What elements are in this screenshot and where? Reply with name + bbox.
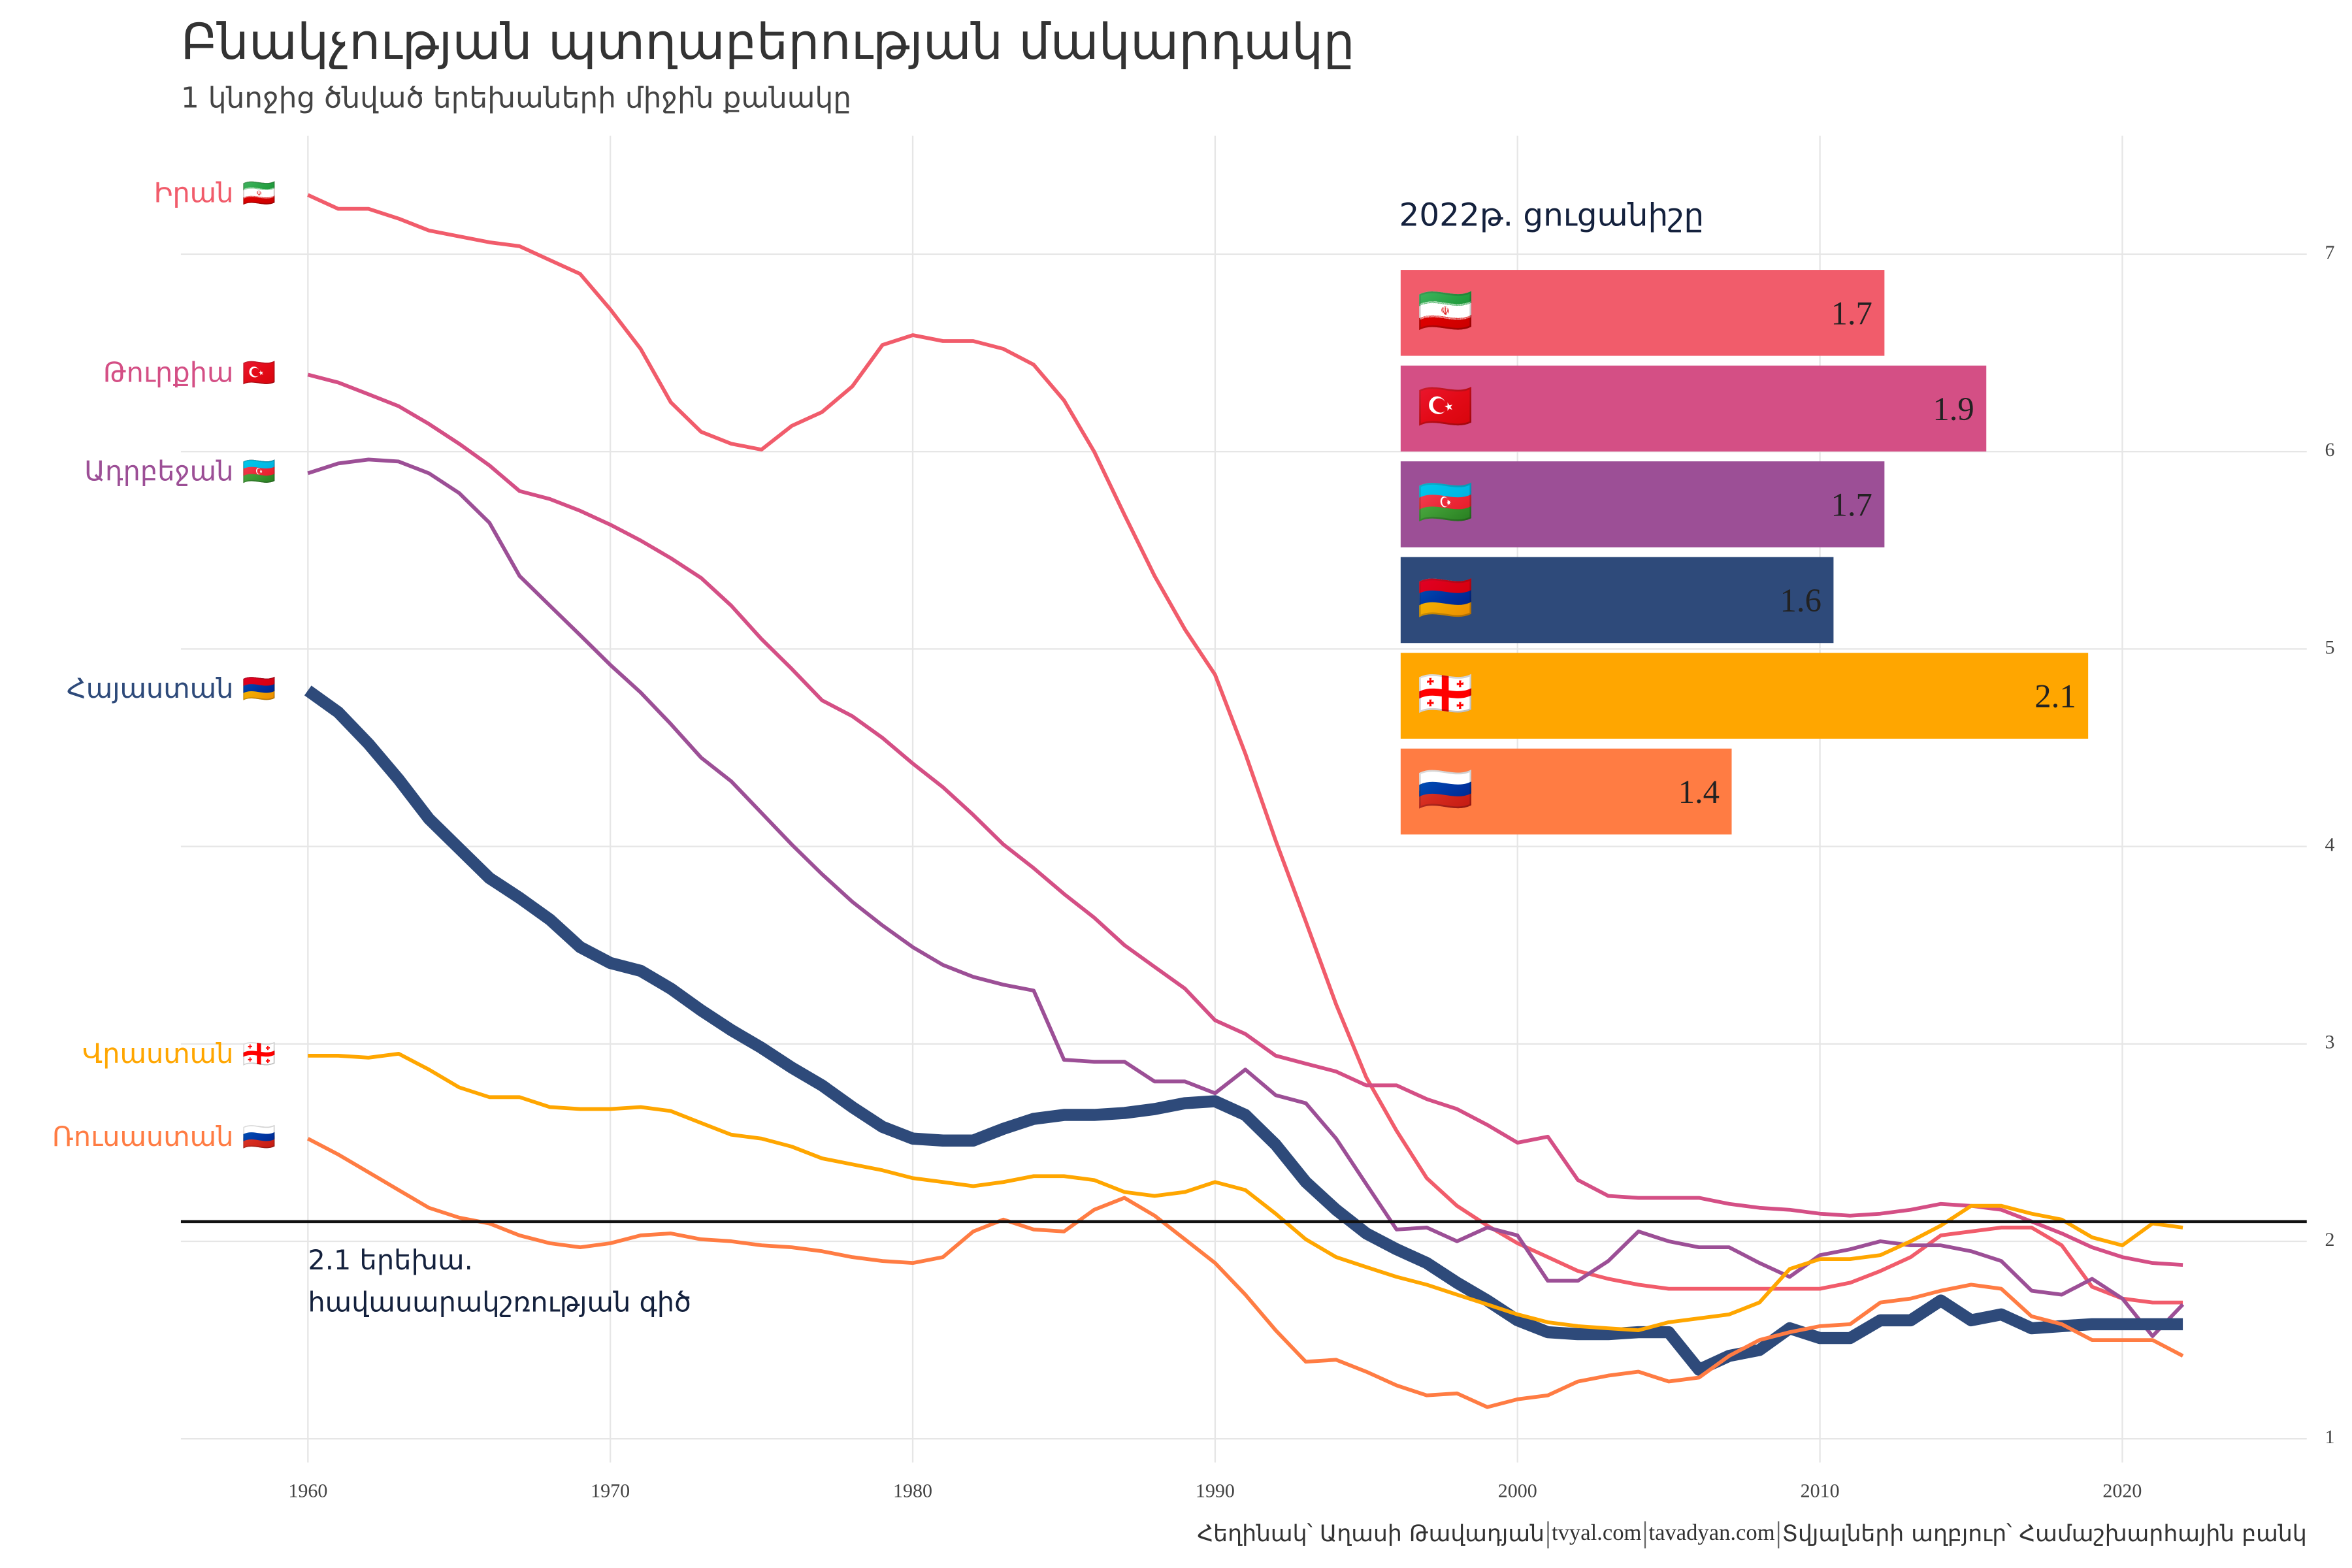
- series-label: Իրան 🇮🇷: [154, 176, 276, 208]
- caption-part: Տվյալների աղբյուր՝ Համաշխարհային բանկ: [1782, 1521, 2307, 1547]
- y-tick-label: 2: [2325, 1229, 2334, 1250]
- inset-bar: [1400, 653, 2089, 739]
- series-name: Ռուսաստան: [52, 1120, 233, 1152]
- series-line: [307, 372, 2183, 1267]
- y-tick-label: 4: [2325, 834, 2334, 855]
- x-tick-label: 2020: [2102, 1480, 2142, 1502]
- series-flag: 🇹🇷: [242, 356, 276, 388]
- x-tick-label: 2010: [1801, 1480, 1840, 1502]
- caption: Հեղինակ՝ Աղասի Թավադյան tvyal.com tavady…: [1197, 1520, 2306, 1547]
- caption-part: Հեղինակ՝ Աղասի Թավադյան: [1197, 1521, 1544, 1547]
- y-tick-label: 1: [2325, 1426, 2334, 1448]
- inset-value-label: 2.1: [2034, 678, 2076, 714]
- series-flag: 🇬🇪: [242, 1037, 276, 1070]
- series-name: Ադրբեջան: [84, 455, 233, 487]
- inset-value-label: 1.9: [1933, 391, 1974, 427]
- series-name: Իրան: [154, 176, 234, 208]
- inset-flag: 🇮🇷: [1417, 285, 1473, 337]
- series-name: Վրաստան: [82, 1037, 234, 1070]
- series-line: [307, 193, 2183, 1305]
- series-flag: 🇮🇷: [242, 176, 276, 208]
- series-name: Թուրքիա: [103, 356, 234, 388]
- x-tick-label: 1980: [893, 1480, 932, 1502]
- series-name: Հայաստան: [67, 672, 233, 704]
- y-tick-label: 7: [2325, 242, 2334, 263]
- inset-title: 2022թ. ցուցանիշը: [1399, 197, 1705, 233]
- inset-bar: [1400, 748, 1732, 835]
- series-line: [307, 457, 2185, 1338]
- x-tick-label: 1970: [591, 1480, 630, 1502]
- series-flag: 🇷🇺: [242, 1120, 276, 1152]
- y-tick-label: 3: [2325, 1032, 2334, 1053]
- y-tick-label: 6: [2325, 439, 2334, 461]
- inset-value-label: 1.7: [1831, 486, 1872, 523]
- series-line: [306, 1137, 2184, 1409]
- chart-title: Բնակչության պտղաբերության մակարդակը: [181, 12, 1355, 71]
- series-flag: 🇦🇲: [242, 672, 276, 704]
- inset-value-label: 1.4: [1678, 774, 1720, 810]
- inset-value-label: 1.6: [1780, 582, 1821, 619]
- reference-label: 2.1 երեխա.: [308, 1244, 472, 1276]
- inset-bar: [1400, 270, 1885, 356]
- x-tick-label: 1960: [288, 1480, 327, 1502]
- inset-bar: [1400, 365, 1987, 452]
- inset-bar: [1400, 557, 1834, 644]
- series-label: Թուրքիա 🇹🇷: [103, 356, 276, 388]
- series-flag: 🇦🇿: [242, 455, 276, 487]
- inset-bar: [1400, 461, 1885, 547]
- series-label: Վրաստան 🇬🇪: [82, 1037, 276, 1070]
- inset-value-label: 1.7: [1831, 295, 1872, 331]
- inset-flag: 🇹🇷: [1417, 381, 1473, 433]
- chart-subtitle: 1 կնոջից ծնված երեխաների միջին քանակը: [181, 81, 851, 114]
- series-line: [308, 1051, 2183, 1332]
- inset-flag: 🇬🇪: [1417, 668, 1473, 720]
- series-label: Ադրբեջան 🇦🇿: [84, 455, 276, 487]
- y-tick-label: 5: [2325, 636, 2334, 658]
- caption-part: tavadyan.com: [1648, 1520, 1774, 1545]
- x-tick-label: 2000: [1498, 1480, 1537, 1502]
- reference-label: հավասարակշռության գիծ: [308, 1286, 691, 1318]
- caption-part: tvyal.com: [1552, 1520, 1642, 1545]
- series-line: [304, 685, 2183, 1376]
- series-label: Հայաստան 🇦🇲: [67, 672, 276, 704]
- inset-flag: 🇷🇺: [1417, 764, 1473, 816]
- inset-flag: 🇦🇿: [1417, 476, 1473, 529]
- series-label: Ռուսաստան 🇷🇺: [52, 1120, 276, 1152]
- x-tick-label: 1990: [1196, 1480, 1235, 1502]
- inset-flag: 🇦🇲: [1417, 572, 1473, 625]
